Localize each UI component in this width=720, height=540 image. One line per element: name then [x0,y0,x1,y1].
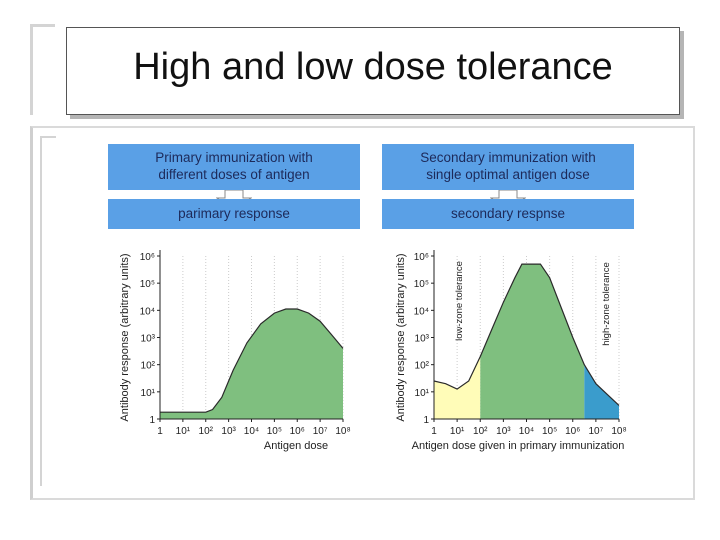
primary-header-line1: Primary immunization with [155,150,313,165]
secondary-header-line2: single optimal antigen dose [426,167,590,182]
x-tick-label: 10⁸ [335,426,350,437]
y-tick-label: 10⁵ [414,279,429,290]
y-tick-label: 10² [415,361,430,372]
x-tick-label: 10⁵ [542,426,557,437]
x-tick-label: 10⁷ [589,426,604,437]
x-tick-label: 10⁶ [565,426,580,437]
primary-response-chart: 1 10¹ 10² 10³ 10⁴ 10⁵ 10⁶ 1 10¹ 10² 10³ 10⁴ 10⁵ 10⁶ 10… [119,250,351,452]
primary-header-line2: different doses of antigen [158,167,310,182]
y-tick-label: 10⁴ [140,306,155,317]
secondary-header: Secondary immunization with single optim… [382,144,634,190]
primary-panel: Primary immunization with different dose… [108,144,360,472]
x-tick-label: 10⁵ [267,426,282,437]
x-tick-label: 10² [473,426,488,437]
y-axis-label: Antibody response (arbitrary units) [119,253,131,421]
response-curve [433,263,620,406]
zone-area-high-zone-tolerance [584,364,619,419]
x-tick-label: 10³ [221,426,236,437]
x-tick-label: 1 [157,426,163,437]
x-tick-label: 10⁷ [313,426,328,437]
y-axis-label: Antibody response (arbitrary units) [395,253,407,421]
secondary-response-chart: 1 10¹ 10² 10³ 10⁴ 10⁵ 10⁶ 1 10¹ 10² 10³ 10⁴ 10⁵ 10⁶ 10… [395,250,627,452]
x-tick-label: 10⁴ [244,426,259,437]
zone-area-optimal [480,264,585,419]
high-zone-tolerance-label: high-zone tolerance [601,262,612,345]
decorative-frame-top [30,24,55,115]
decorative-frame-inner [40,136,56,486]
x-axis-label: Antigen dose given in primary immunizati… [412,440,625,452]
x-tick-label: 1 [431,426,437,437]
y-tick-label: 1 [423,415,429,426]
x-tick-label: 10¹ [176,426,191,437]
primary-band: parimary response [108,199,360,229]
y-tick-label: 10⁶ [414,252,429,263]
x-tick-label: 10³ [496,426,511,437]
low-zone-tolerance-label: low-zone tolerance [454,261,465,341]
y-tick-label: 10⁵ [140,279,155,290]
slide-title: High and low dose tolerance [133,46,613,88]
x-tick-label: 10⁴ [519,426,534,437]
primary-header: Primary immunization with different dose… [108,144,360,190]
y-tick-label: 10⁴ [414,306,429,317]
x-axis-label: Antigen dose [264,440,328,452]
response-area [160,309,343,419]
y-tick-label: 10² [141,361,156,372]
x-tick-label: 10⁶ [290,426,305,437]
zone-area-low-zone-tolerance [434,356,481,419]
y-tick-label: 10³ [141,334,156,345]
x-tick-label: 10² [199,426,214,437]
y-tick-label: 10¹ [415,388,430,399]
y-tick-label: 1 [149,415,155,426]
x-tick-label: 10⁸ [611,426,626,437]
y-tick-label: 10³ [415,334,430,345]
content-frame [30,126,695,500]
secondary-panel: Secondary immunization with single optim… [382,144,634,472]
y-tick-label: 10¹ [141,388,156,399]
y-tick-label: 10⁶ [140,252,155,263]
secondary-header-line1: Secondary immunization with [420,150,596,165]
title-box: High and low dose tolerance [66,27,680,115]
response-curve [160,308,344,413]
secondary-band: secondary respnse [382,199,634,229]
x-tick-label: 10¹ [450,426,465,437]
